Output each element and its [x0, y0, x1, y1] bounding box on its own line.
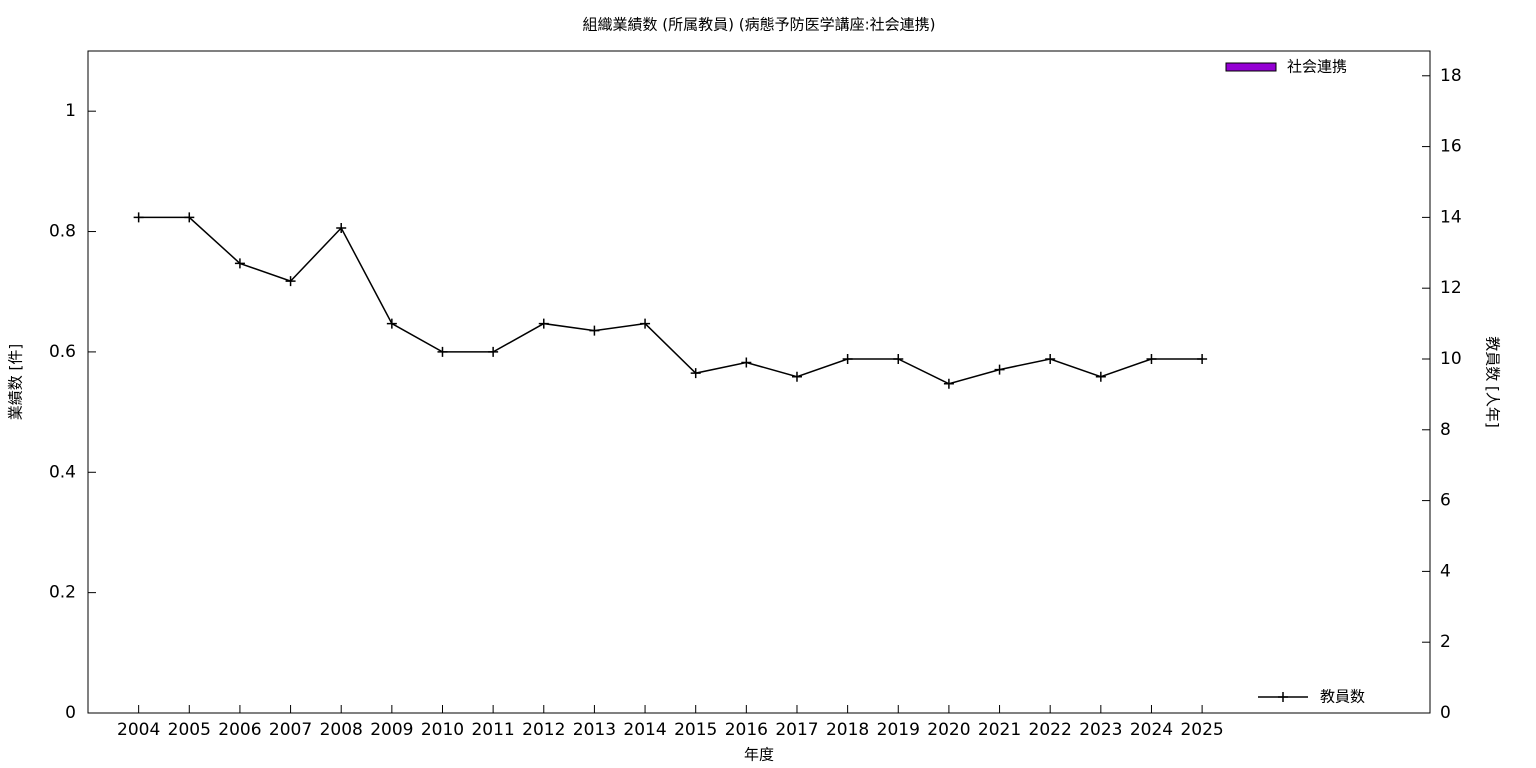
- y-axis-label: 業績数 [件]: [7, 344, 25, 420]
- chart-title: 組織業績数 (所属教員) (病態予防医学講座:社会連携): [582, 16, 935, 34]
- legend-label: 社会連携: [1287, 58, 1347, 76]
- point: [285, 276, 296, 287]
- x-tick-label: 2004: [117, 720, 160, 740]
- y2-tick-label: 12: [1440, 278, 1462, 298]
- x-tick-label: 2015: [674, 720, 717, 740]
- point: [386, 318, 397, 329]
- point: [893, 353, 904, 364]
- x-axis-label: 年度: [744, 746, 774, 764]
- point: [488, 346, 499, 357]
- y-tick-label: 0.2: [49, 583, 76, 603]
- x-tick-label: 2008: [320, 720, 363, 740]
- y-tick-label: 0.8: [49, 222, 76, 242]
- x-tick-label: 2009: [370, 720, 413, 740]
- point: [133, 212, 144, 223]
- x-tick-label: 2013: [573, 720, 616, 740]
- x-tick-label: 2017: [775, 720, 818, 740]
- x-tick-label: 2025: [1180, 720, 1223, 740]
- point: [943, 378, 954, 389]
- x-tick-label: 2020: [927, 720, 970, 740]
- y2-tick-label: 4: [1440, 561, 1451, 581]
- point: [437, 346, 448, 357]
- x-tick-label: 2014: [623, 720, 666, 740]
- x-tick-label: 2018: [826, 720, 869, 740]
- point: [1197, 353, 1208, 364]
- point: [234, 258, 245, 269]
- y2-tick-label: 8: [1440, 420, 1451, 440]
- legend-marker: [1278, 692, 1288, 702]
- y-tick-label: 0.4: [49, 462, 76, 482]
- point: [1045, 353, 1056, 364]
- x-tick-label: 2021: [978, 720, 1021, 740]
- y2-axis-label: 教員数 [人年]: [1484, 336, 1502, 427]
- x-tick-label: 2011: [471, 720, 514, 740]
- y-tick-label: 0: [65, 703, 76, 723]
- point: [184, 212, 195, 223]
- x-tick-label: 2019: [877, 720, 920, 740]
- line: [138, 216, 1203, 385]
- plot-frame: [87, 50, 1431, 714]
- x-tick-label: 2005: [168, 720, 211, 740]
- y2-tick-label: 10: [1440, 349, 1462, 369]
- legend-label: 教員数: [1320, 688, 1365, 706]
- point: [791, 371, 802, 382]
- y2-tick-label: 0: [1440, 703, 1451, 723]
- point: [1095, 371, 1106, 382]
- y2-tick-label: 14: [1440, 207, 1462, 227]
- point: [842, 353, 853, 364]
- x-tick-label: 2012: [522, 720, 565, 740]
- point: [741, 357, 752, 368]
- point: [640, 318, 651, 329]
- x-tick-label: 2007: [269, 720, 312, 740]
- y2-tick-label: 18: [1440, 66, 1462, 86]
- x-tick-label: 2024: [1130, 720, 1173, 740]
- y-tick-label: 1: [65, 101, 76, 121]
- x-tick-label: 2010: [421, 720, 464, 740]
- point: [538, 318, 549, 329]
- point: [690, 368, 701, 379]
- y2-tick-label: 6: [1440, 491, 1451, 511]
- x-tick-label: 2006: [218, 720, 261, 740]
- x-tick-label: 2022: [1029, 720, 1072, 740]
- point: [994, 364, 1005, 375]
- y2-tick-label: 16: [1440, 137, 1462, 157]
- y-tick-label: 0.6: [49, 342, 76, 362]
- point: [336, 223, 347, 234]
- point: [589, 325, 600, 336]
- y2-tick-label: 2: [1440, 632, 1451, 652]
- x-tick-label: 2016: [725, 720, 768, 740]
- x-tick-label: 2023: [1079, 720, 1122, 740]
- point: [1146, 353, 1157, 364]
- legend-swatch: [1225, 62, 1277, 72]
